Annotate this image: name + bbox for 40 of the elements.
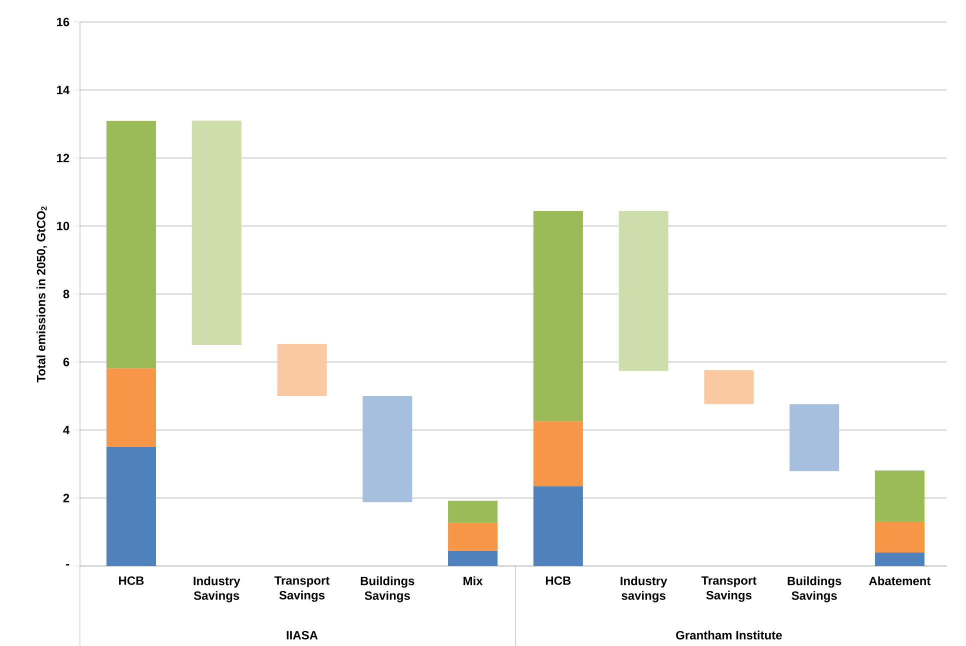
bar	[106, 368, 156, 447]
bar	[448, 500, 498, 523]
bar	[533, 486, 583, 566]
y-tick-label: 2	[63, 494, 70, 502]
bar	[790, 404, 840, 472]
y-tick-label: 14	[57, 86, 70, 94]
bar	[874, 552, 924, 566]
x-tick-label: Abatement	[869, 576, 931, 586]
x-tick-label: Industry savings	[620, 576, 668, 602]
bar	[533, 211, 583, 422]
x-tick-label: HCB	[119, 576, 144, 585]
bar	[618, 211, 668, 371]
y-tick-label: 10	[57, 222, 70, 230]
bar	[192, 120, 242, 345]
bar	[533, 421, 583, 486]
bar	[277, 344, 327, 396]
bar	[874, 521, 924, 552]
x-tick-label: Transport Savings	[274, 576, 330, 602]
bar	[106, 120, 156, 368]
text: Grantham Institute	[676, 630, 782, 640]
x-tick-label: Industry Savings	[194, 576, 240, 602]
y-tick-label: -	[66, 564, 70, 566]
bar	[448, 550, 498, 566]
y-tick-label: 4	[63, 426, 70, 434]
bar	[704, 370, 754, 404]
x-tick-label: Buildings Savings	[788, 576, 842, 602]
y-tick-label: 8	[63, 290, 70, 298]
x-tick-label: Transport Savings	[701, 576, 756, 602]
bar	[106, 447, 156, 566]
y-axis-title: Total emissions in 2050, GtCO$_{2}$	[36, 206, 48, 382]
text: IIASA	[286, 630, 318, 640]
y-tick-label: 16	[57, 18, 70, 26]
bar	[448, 522, 498, 551]
y-tick-label: 12	[57, 154, 70, 162]
bar	[362, 396, 412, 502]
x-tick-label: Mix	[464, 576, 483, 586]
x-tick-label: HCB	[546, 576, 571, 585]
y-tick-label: 6	[63, 358, 70, 366]
bar	[874, 470, 924, 522]
x-tick-label: Buildings Savings	[360, 576, 414, 602]
